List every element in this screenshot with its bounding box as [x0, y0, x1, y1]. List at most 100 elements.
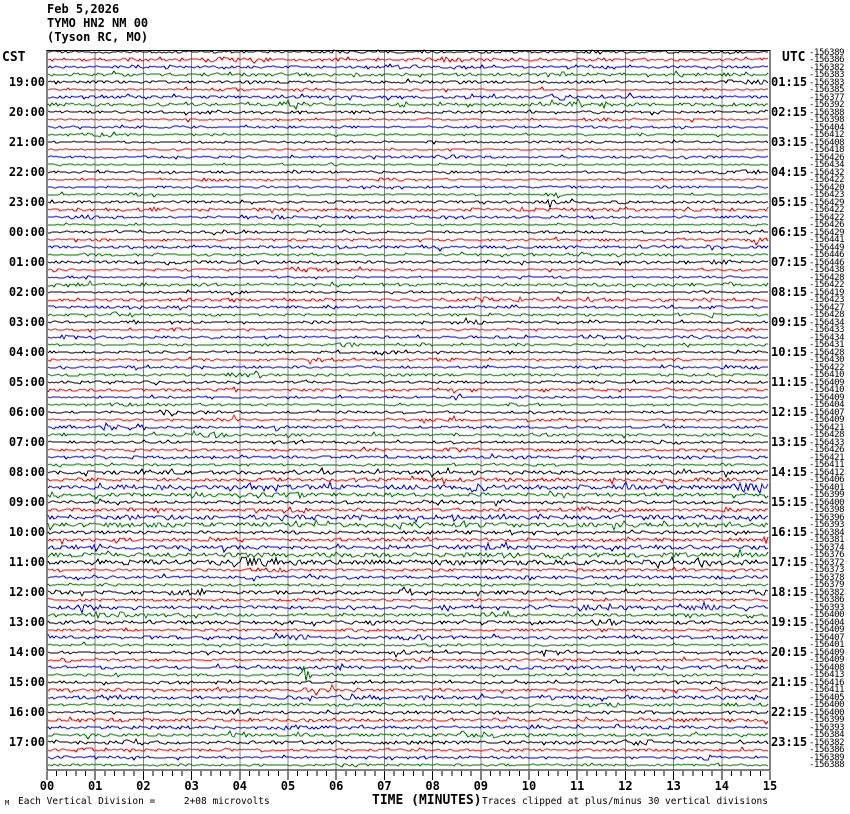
right-time-label: 21:15 — [771, 675, 808, 690]
left-time-label: 19:00 — [8, 75, 45, 90]
seismo-trace — [47, 600, 768, 615]
trace-offset-value: -156404 — [809, 400, 845, 411]
trace-offset-value: -156422 — [809, 280, 845, 291]
seismo-trace — [47, 609, 768, 620]
seismo-trace — [47, 708, 769, 715]
trace-offset-value: -156385 — [809, 85, 845, 96]
x-tick-label: 10 — [521, 779, 537, 793]
trace-offset-value: -156427 — [809, 302, 845, 313]
trace-offset-value: -156433 — [809, 325, 845, 336]
trace-offset-value: -156383 — [809, 77, 845, 88]
right-time-label: 13:15 — [771, 435, 808, 450]
trace-offset-value: -156429 — [809, 227, 845, 238]
trace-offset-value: -156373 — [809, 565, 845, 576]
right-time-label: 17:15 — [771, 555, 808, 570]
trace-offset-value: -156384 — [809, 527, 845, 538]
left-time-label: 09:00 — [8, 495, 45, 510]
seismo-trace — [47, 349, 769, 356]
trace-offset-value: -156382 — [809, 737, 845, 748]
x-tick-label: 12 — [618, 779, 633, 793]
seismo-trace — [47, 124, 768, 130]
trace-offset-value: -156400 — [809, 707, 845, 718]
trace-offset-value: -156428 — [809, 310, 845, 321]
seismo-trace — [47, 258, 769, 266]
seismo-trace — [47, 402, 769, 407]
x-tick-label: 13 — [666, 779, 681, 793]
trace-offset-value: -156398 — [809, 115, 845, 126]
trace-offset-value: -156420 — [809, 182, 845, 193]
seismo-trace — [47, 316, 769, 325]
trace-offset-value: -156406 — [809, 475, 845, 486]
seismo-trace — [47, 266, 769, 273]
left-time-label: 20:00 — [8, 105, 45, 120]
seismo-trace — [47, 236, 769, 247]
left-time-label: 21:00 — [8, 135, 45, 150]
right-time-label: 23:15 — [771, 735, 808, 750]
right-time-label: 10:15 — [771, 345, 808, 360]
trace-offset-value: -156433 — [809, 437, 845, 448]
x-tick-label: 07 — [377, 779, 392, 793]
trace-offset-value: -156407 — [809, 632, 845, 643]
seismo-trace — [48, 229, 768, 236]
seismo-trace — [48, 304, 768, 311]
seismo-trace — [47, 275, 769, 280]
title-station: TYMO HN2 NM 00 — [47, 16, 149, 30]
seismo-trace — [47, 573, 769, 582]
scale-note: Each Vertical Division = 2+08 microvolts — [18, 796, 270, 807]
trace-offset-value: -156428 — [809, 347, 845, 358]
title-date: Feb 5,2026 — [47, 2, 120, 16]
trace-offset-value: -156426 — [809, 220, 845, 231]
seismo-trace — [47, 289, 768, 296]
clip-note: Traces clipped at plus/minus 30 vertical… — [482, 796, 768, 807]
seismo-trace — [47, 566, 769, 573]
x-tick-label: 01 — [87, 779, 103, 793]
trace-offset-value: -156393 — [809, 602, 845, 613]
trace-offset-value: -156428 — [809, 430, 845, 441]
trace-offset-value: -156449 — [809, 242, 845, 253]
left-time-label: 06:00 — [8, 405, 45, 420]
trace-offset-value: -156377 — [809, 92, 845, 103]
trace-offset-value: -156438 — [809, 265, 845, 276]
trace-offset-value: -156423 — [809, 295, 845, 306]
right-time-label: 11:15 — [771, 375, 808, 390]
trace-offset-value: -156376 — [809, 550, 845, 561]
seismo-trace — [47, 555, 769, 570]
seismo-trace — [48, 214, 768, 220]
trace-offset-value: -156407 — [809, 407, 845, 418]
trace-offset-value: -156422 — [809, 175, 845, 186]
seismo-trace — [47, 63, 769, 70]
trace-offset-value: -156386 — [809, 745, 845, 756]
left-time-label: 13:00 — [8, 615, 45, 630]
right-time-label: 20:15 — [771, 645, 808, 660]
seismo-trace — [48, 92, 769, 101]
right-time-label: 08:15 — [771, 285, 808, 300]
right-time-label: 07:15 — [771, 255, 808, 270]
trace-offset-value: -156399 — [809, 715, 845, 726]
seismo-trace — [48, 409, 769, 417]
trace-offset-value: -156400 — [809, 700, 845, 711]
seismo-trace — [47, 649, 769, 659]
seismo-trace — [47, 535, 769, 546]
seismo-trace — [47, 86, 768, 93]
right-time-label: 03:15 — [771, 135, 808, 150]
seismo-trace — [48, 627, 768, 633]
trace-offset-value: -156409 — [809, 415, 845, 426]
seismo-trace — [47, 480, 769, 495]
seismo-trace — [48, 279, 769, 288]
seismo-trace — [47, 641, 769, 648]
seismo-trace — [47, 109, 769, 116]
seismo-trace — [47, 413, 768, 425]
seismo-trace — [47, 78, 769, 85]
trace-offset-value: -156422 — [809, 212, 845, 223]
trace-offset-value: -156396 — [809, 512, 845, 523]
left-time-label: 23:00 — [8, 195, 45, 210]
seismo-trace — [47, 177, 768, 182]
seismo-trace — [47, 656, 769, 663]
trace-offset-value: -156418 — [809, 145, 845, 156]
seismo-trace — [47, 716, 769, 725]
seismo-trace — [47, 498, 768, 508]
seismo-trace — [47, 205, 769, 215]
trace-offset-value: -156401 — [809, 640, 845, 651]
left-time-label: 22:00 — [8, 165, 45, 180]
seismo-trace — [47, 446, 768, 453]
